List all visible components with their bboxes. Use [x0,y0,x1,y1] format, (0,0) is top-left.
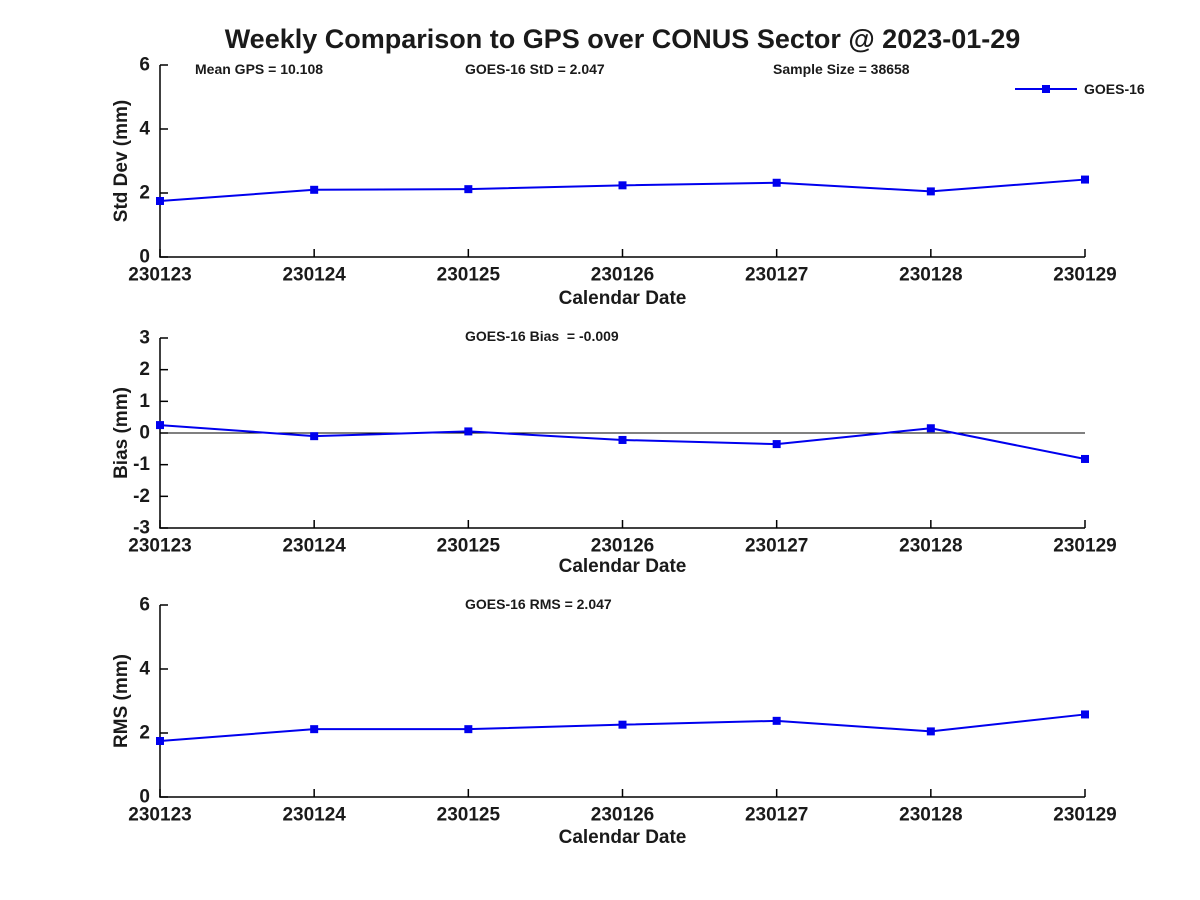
x-tick-label: 230123 [128,265,191,286]
goes-16-marker [1081,710,1089,719]
x-tick-label: 230128 [899,265,962,286]
x-tick-label: 230129 [1053,805,1116,826]
annotation-goes16-rms: GOES-16 RMS = 2.047 [465,596,612,612]
x-tick-label: 230125 [437,536,501,557]
y-tick-label: 4 [139,119,150,140]
y-tick-label: 6 [139,55,150,76]
goes-16-marker [310,432,319,441]
goes-16-marker [618,720,627,729]
y-tick-label: 0 [139,423,150,444]
legend-line-sample [1015,85,1077,93]
goes-16-marker [310,725,319,734]
x-tick-label: 230124 [282,536,346,557]
y-tick-label: 2 [139,183,150,204]
x-tick-label: 230123 [128,536,191,557]
x-tick-label: 230126 [591,265,654,286]
goes-16-marker [464,725,473,734]
goes-16-marker [772,178,781,187]
goes-16-marker [156,197,164,205]
goes-16-marker [1081,454,1089,463]
goes-16-marker [1081,175,1089,184]
goes-16-marker [310,185,319,194]
xlabel-calendar-date-2: Calendar Date [558,556,687,577]
goes-16-marker [618,435,627,444]
y-tick-label: 0 [139,787,150,808]
legend-marker-icon [1042,85,1050,93]
x-tick-label: 230128 [899,805,962,826]
goes-16-marker [926,727,935,736]
annotation-mean-gps: Mean GPS = 10.108 [195,61,324,77]
y-tick-label: 3 [139,328,150,349]
y-tick-label: 6 [139,595,150,616]
goes-16-marker [772,440,781,449]
y-tick-label: -2 [133,486,150,507]
bias-subplot: -3 -2 -1 0 1 2 3 230123 230124 230125 230126 230127… [128,328,1116,557]
goes-16-marker [156,737,164,745]
y-tick-label: 2 [139,359,150,380]
legend: GOES-16 [1015,81,1145,97]
goes-16-marker [464,185,473,194]
x-tick-label: 230127 [745,536,808,557]
x-tick-label: 230126 [591,536,654,557]
x-tick-label: 230127 [745,805,808,826]
xlabel-calendar-date-1: Calendar Date [558,288,687,309]
goes-16-marker [772,716,781,725]
y-tick-label: 4 [139,659,150,680]
y-tick-label: -1 [133,454,150,475]
y-tick-label: 2 [139,723,150,744]
x-tick-label: 230125 [437,805,501,826]
goes-16-marker [464,427,473,436]
rms-subplot: 0 2 4 6 230123 230124 230125 230126 230127 230128… [128,595,1116,826]
x-tick-label: 230129 [1053,265,1116,286]
y-tick-label: 1 [139,391,150,412]
x-tick-label: 230125 [437,265,501,286]
y-tick-label: -3 [133,518,150,539]
annotation-goes16-std: GOES-16 StD = 2.047 [465,61,605,77]
annotation-goes16-bias: GOES-16 Bias = -0.009 [465,328,619,344]
y-tick-label: 0 [139,247,150,268]
goes-16-marker [926,424,935,433]
goes-16-marker [618,181,627,190]
x-tick-label: 230124 [282,265,346,286]
xlabel-calendar-date-3: Calendar Date [558,827,687,848]
std-dev-subplot: 0 2 4 6 230123 230124 230125 230126 230127 230128… [128,55,1116,286]
x-tick-label: 230124 [282,805,346,826]
legend-label: GOES-16 [1084,81,1145,97]
goes-16-marker [926,187,935,196]
goes-16-marker [156,421,164,430]
x-tick-label: 230129 [1053,536,1116,557]
figure-title: Weekly Comparison to GPS over CONUS Sect… [224,24,1021,54]
x-tick-label: 230126 [591,805,654,826]
x-tick-label: 230127 [745,265,808,286]
annotation-sample-size: Sample Size = 38658 [773,61,910,77]
x-tick-label: 230123 [128,805,191,826]
x-tick-label: 230128 [899,536,962,557]
